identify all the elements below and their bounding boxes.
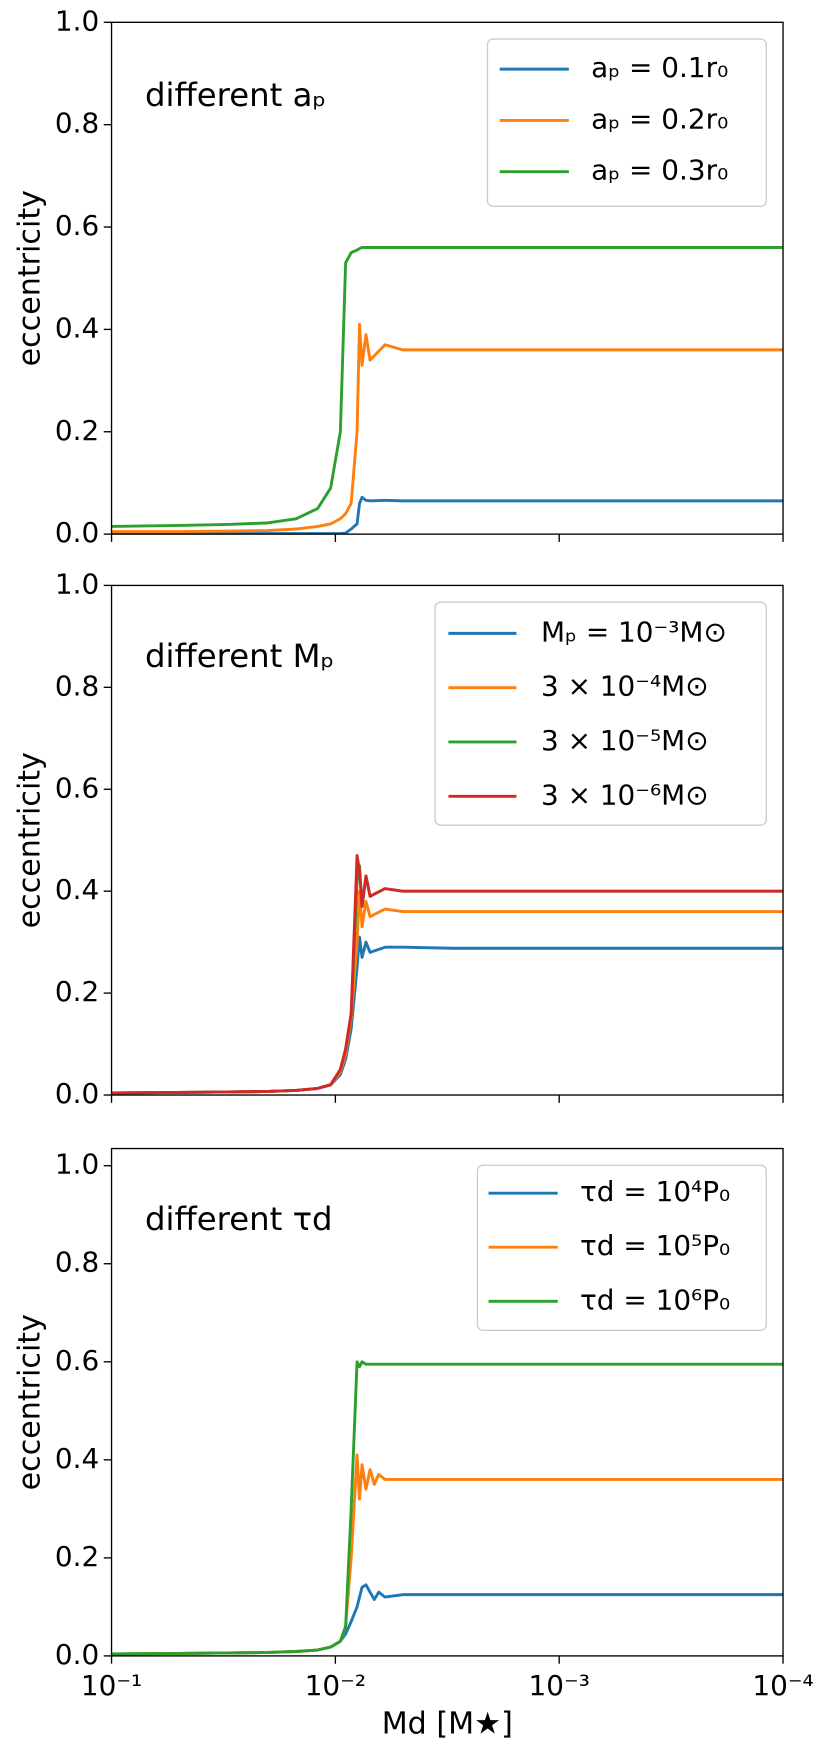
legend-box	[486, 38, 767, 207]
x-tick-label: 10⁻³	[529, 1669, 590, 1702]
y-tick-label: 0.2	[55, 414, 99, 447]
data-line	[111, 864, 784, 1095]
y-tick-label: 0.8	[55, 107, 99, 140]
y-axis-label: eccentricity	[13, 1314, 48, 1490]
legend-label: τd = 10⁴P₀	[580, 1175, 730, 1208]
data-line	[111, 1453, 784, 1656]
legend-label: 3 × 10⁻⁴M⊙	[541, 670, 709, 703]
data-line	[111, 1360, 784, 1656]
y-tick-label: 1.0	[55, 4, 99, 37]
y-tick-label: 1.0	[55, 567, 99, 600]
data-line	[111, 322, 784, 534]
data-line	[111, 889, 784, 1095]
legend-label: aₚ = 0.3r₀	[591, 154, 728, 187]
legend-label: 3 × 10⁻⁵M⊙	[541, 724, 709, 757]
data-line	[111, 854, 784, 1095]
legend-label: aₚ = 0.1r₀	[591, 51, 728, 84]
y-tick-label: 0.2	[55, 1540, 99, 1573]
legend-label: τd = 10⁶P₀	[580, 1283, 730, 1316]
plot-frame	[110, 584, 784, 1096]
x-tick-label: 10⁻²	[305, 1669, 366, 1702]
x-tick-label: 10⁻⁴	[752, 1669, 813, 1702]
legend-box	[434, 601, 767, 826]
y-tick-label: 0.8	[55, 669, 99, 702]
y-tick-label: 0.6	[55, 209, 99, 242]
legend-label: Mₚ = 10⁻³M⊙	[541, 615, 727, 648]
data-line	[111, 495, 784, 535]
y-tick-label: 0.4	[55, 311, 99, 344]
data-line	[111, 246, 784, 528]
x-axis-label: Md [M★]	[382, 1707, 513, 1742]
y-axis-label: eccentricity	[13, 190, 48, 366]
y-tick-label: 0.0	[55, 1638, 99, 1671]
y-tick-label: 0.2	[55, 975, 99, 1008]
plot-frame	[110, 1147, 784, 1657]
data-line	[111, 935, 784, 1095]
y-tick-label: 0.6	[55, 771, 99, 804]
legend-box	[476, 1164, 767, 1331]
legend-label: 3 × 10⁻⁶M⊙	[541, 778, 709, 811]
y-tick-label: 0.6	[55, 1344, 99, 1377]
y-axis-label: eccentricity	[13, 752, 48, 928]
y-tick-label: 0.0	[55, 516, 99, 549]
y-tick-label: 0.0	[55, 1077, 99, 1110]
y-tick-label: 0.4	[55, 873, 99, 906]
legend-label: aₚ = 0.2r₀	[591, 102, 728, 135]
annotation: different Mₚ	[145, 637, 334, 675]
data-line	[111, 1583, 784, 1656]
annotation: different τd	[145, 1200, 333, 1238]
y-tick-label: 0.4	[55, 1442, 99, 1475]
annotation: different aₚ	[145, 76, 326, 114]
y-tick-label: 0.8	[55, 1246, 99, 1279]
plot-frame	[110, 21, 784, 535]
y-tick-label: 1.0	[55, 1148, 99, 1181]
x-tick-label: 10⁻¹	[81, 1669, 142, 1702]
legend-label: τd = 10⁵P₀	[580, 1229, 730, 1262]
